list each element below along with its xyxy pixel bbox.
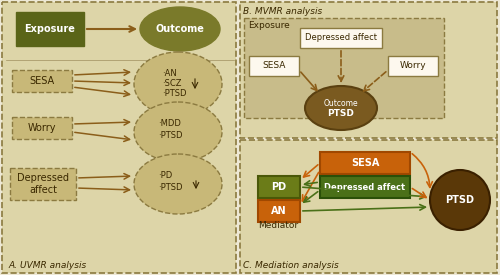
Bar xyxy=(300,28,382,48)
Text: Outcome: Outcome xyxy=(324,100,358,109)
Text: ·MDD: ·MDD xyxy=(158,120,181,128)
Text: Exposure: Exposure xyxy=(24,24,76,34)
Bar xyxy=(240,2,497,138)
Text: Worry: Worry xyxy=(28,123,56,133)
Text: AN: AN xyxy=(271,206,287,216)
Text: PTSD: PTSD xyxy=(446,195,474,205)
Bar xyxy=(12,70,72,92)
Bar xyxy=(16,12,84,46)
Text: Depressed affect: Depressed affect xyxy=(324,183,406,191)
Text: Outcome: Outcome xyxy=(156,24,204,34)
Text: ·SCZ: ·SCZ xyxy=(162,78,182,87)
Bar xyxy=(12,117,72,139)
Text: SESA: SESA xyxy=(262,62,285,70)
Bar xyxy=(258,200,300,222)
Text: PTSD: PTSD xyxy=(328,109,354,119)
Bar xyxy=(2,2,236,273)
Bar xyxy=(249,56,299,76)
Ellipse shape xyxy=(134,154,222,214)
Text: Depressed affect: Depressed affect xyxy=(305,34,377,43)
Text: SESA: SESA xyxy=(351,158,379,168)
Ellipse shape xyxy=(134,52,222,116)
Bar xyxy=(10,168,76,200)
Text: Worry: Worry xyxy=(400,62,426,70)
Text: affect: affect xyxy=(29,185,57,195)
Bar xyxy=(240,140,497,273)
Bar xyxy=(320,152,410,174)
Bar xyxy=(388,56,438,76)
Bar xyxy=(320,176,410,198)
Ellipse shape xyxy=(134,102,222,162)
Text: ·PTSD: ·PTSD xyxy=(158,131,182,141)
Text: C. Mediation analysis: C. Mediation analysis xyxy=(243,260,339,270)
Bar xyxy=(244,18,444,118)
Text: SESA: SESA xyxy=(30,76,54,86)
Text: ·AN: ·AN xyxy=(162,68,177,78)
Ellipse shape xyxy=(430,170,490,230)
Text: B. MVMR analysis: B. MVMR analysis xyxy=(243,7,322,15)
Text: PD: PD xyxy=(272,182,286,192)
Bar xyxy=(258,176,300,198)
Text: ·PTSD: ·PTSD xyxy=(158,183,182,191)
Ellipse shape xyxy=(305,86,377,130)
Text: Depressed: Depressed xyxy=(17,173,69,183)
Text: Mediator: Mediator xyxy=(258,221,298,230)
Text: Exposure: Exposure xyxy=(248,21,290,31)
Text: A. UVMR analysis: A. UVMR analysis xyxy=(8,262,86,271)
Text: ·PD: ·PD xyxy=(158,172,172,180)
Text: ·PTSD: ·PTSD xyxy=(162,89,186,98)
Ellipse shape xyxy=(140,7,220,51)
